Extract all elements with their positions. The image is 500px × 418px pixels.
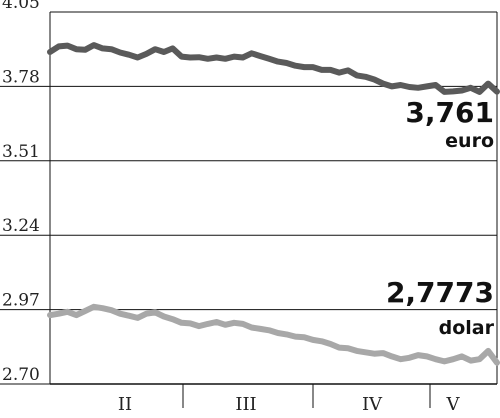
series-name-label-dolar: dolar <box>439 317 495 339</box>
x-period-label: V <box>446 394 461 415</box>
series-line-euro <box>47 42 500 95</box>
series-lines <box>47 42 500 366</box>
series-end-value-euro: 3,761 <box>405 96 494 129</box>
y-tick-label: 4.05 <box>2 0 40 13</box>
x-axis: II III IV V <box>50 383 497 415</box>
y-tick-label: 3.51 <box>2 142 40 162</box>
y-tick-label: 2.70 <box>2 365 40 385</box>
y-tick-label: 3.24 <box>2 216 40 236</box>
x-period-label: II <box>118 394 132 415</box>
x-period-label: III <box>235 394 256 415</box>
y-tick-labels: 4.05 3.78 3.51 3.24 2.97 2.70 <box>2 0 40 385</box>
series-name-label-euro: euro <box>445 130 494 152</box>
series-line-dolar <box>47 303 500 366</box>
series-end-value-dolar: 2,7773 <box>386 276 494 309</box>
y-tick-label: 2.97 <box>2 291 40 311</box>
x-period-label: IV <box>362 394 383 415</box>
y-tick-label: 3.78 <box>2 67 40 87</box>
